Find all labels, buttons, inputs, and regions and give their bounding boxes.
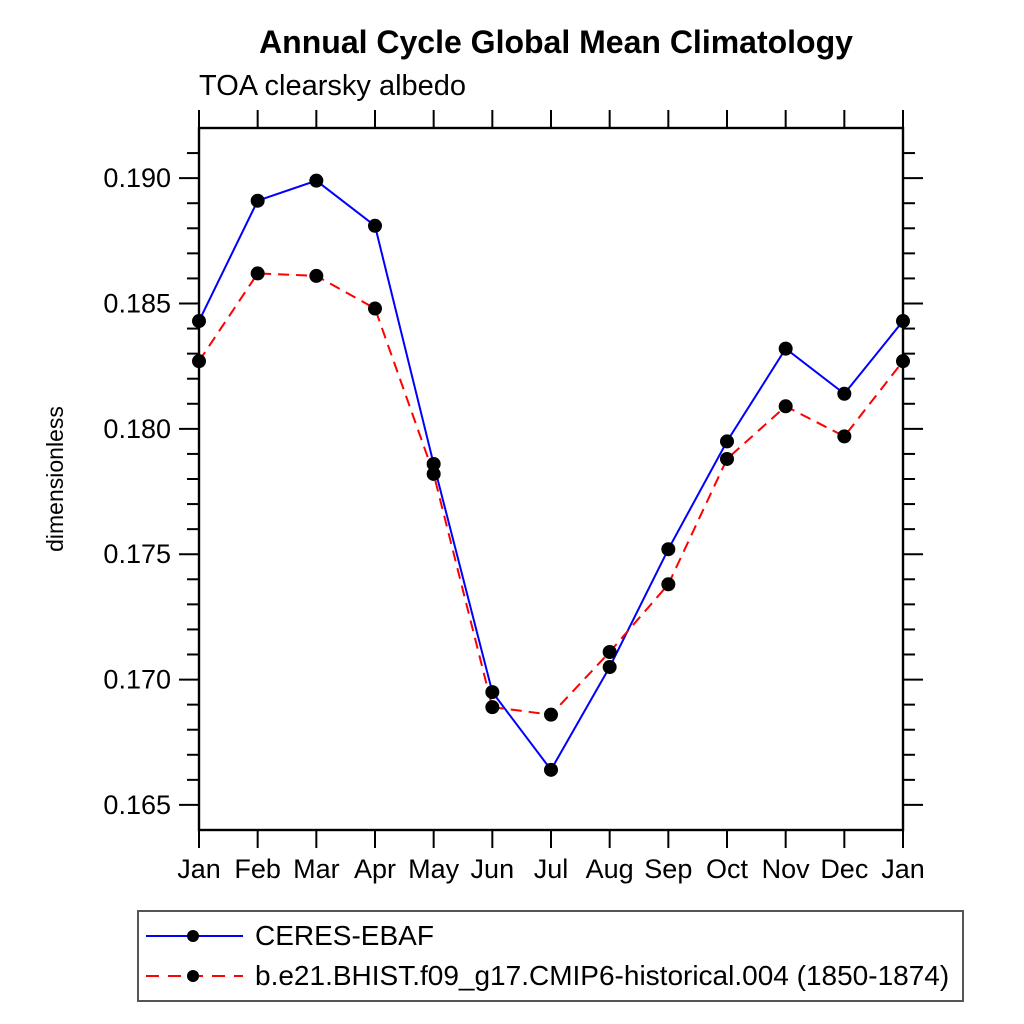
data-point-series1-Oct <box>720 451 734 466</box>
data-point-series1-Aug <box>602 644 617 659</box>
annual-cycle-plot: Jan Feb Mar Apr May Jun Jul Aug Sep Oct Nov Dec Jan 0… <box>42 110 925 884</box>
y-tick-label: 0.170 <box>103 665 171 695</box>
data-point-series0-Mar <box>309 173 324 188</box>
data-point-series1-Mar <box>309 268 324 283</box>
legend-label-ceres-ebaf: CERES-EBAF <box>255 920 434 951</box>
x-tick-label: Feb <box>234 854 281 884</box>
data-point-series0-Dec <box>837 386 852 401</box>
series-line-1 <box>198 272 904 716</box>
data-point-series0-May <box>426 456 441 471</box>
x-tick-label: Aug <box>586 854 634 884</box>
data-point-series0-Jul <box>544 762 558 777</box>
y-tick-label: 0.190 <box>103 163 171 193</box>
data-point-series1-Jan <box>896 354 910 369</box>
data-point-series1-Sep <box>661 577 676 592</box>
x-tick-label: Dec <box>820 854 868 884</box>
x-tick-label: Oct <box>706 854 749 884</box>
legend-label-model: b.e21.BHIST.f09_g17.CMIP6-historical.004… <box>255 960 950 991</box>
legend: CERES-EBAF b.e21.BHIST.f09_g17.CMIP6-his… <box>137 910 964 1002</box>
legend-marker-dot <box>187 970 199 982</box>
data-point-series0-Jan <box>192 314 206 329</box>
legend-sample-dashed-line <box>146 970 243 982</box>
data-point-series0-Oct <box>720 434 734 449</box>
x-tick-label: Apr <box>354 854 396 884</box>
chart-subtitle: TOA clearsky albedo <box>199 70 467 102</box>
data-point-series1-Jan <box>192 354 206 369</box>
x-tick-label: Jan <box>881 854 925 884</box>
x-tick-label: Mar <box>293 854 340 884</box>
data-point-series1-Nov <box>778 399 793 414</box>
data-point-series1-Jul <box>544 707 558 722</box>
y-tick-label: 0.185 <box>103 289 171 319</box>
data-point-series1-Apr <box>368 301 382 316</box>
legend-marker-dot <box>187 930 199 942</box>
x-tick-label: Jun <box>471 854 515 884</box>
legend-item-model: b.e21.BHIST.f09_g17.CMIP6-historical.004… <box>139 956 962 996</box>
data-point-series0-Sep <box>661 542 676 557</box>
x-tick-label: Nov <box>762 854 811 884</box>
y-tick-label: 0.165 <box>103 790 171 820</box>
y-tick-label: 0.175 <box>103 539 171 569</box>
y-axis-title: dimensionless <box>42 406 68 552</box>
data-point-series1-Dec <box>837 429 852 444</box>
legend-item-ceres-ebaf: CERES-EBAF <box>139 916 962 956</box>
y-tick-label: 0.180 <box>103 414 171 444</box>
series-line-0 <box>198 179 904 772</box>
x-tick-label: Sep <box>644 854 692 884</box>
x-tick-label: May <box>408 854 460 884</box>
data-point-series1-Jun <box>485 700 500 715</box>
data-point-series0-Feb <box>250 193 265 208</box>
data-point-series0-Apr <box>368 218 382 233</box>
plot-frame <box>197 126 905 832</box>
data-point-series1-May <box>426 466 441 481</box>
data-point-series0-Aug <box>602 660 617 675</box>
x-tick-label: Jul <box>534 854 569 884</box>
chart-title: Annual Cycle Global Mean Climatology <box>259 24 853 60</box>
data-point-series0-Jun <box>485 685 500 700</box>
data-point-series0-Nov <box>778 341 793 356</box>
legend-sample-solid-line <box>146 930 243 942</box>
data-point-series1-Feb <box>250 266 265 281</box>
data-point-series0-Jan <box>896 314 910 329</box>
x-tick-label: Jan <box>177 854 221 884</box>
